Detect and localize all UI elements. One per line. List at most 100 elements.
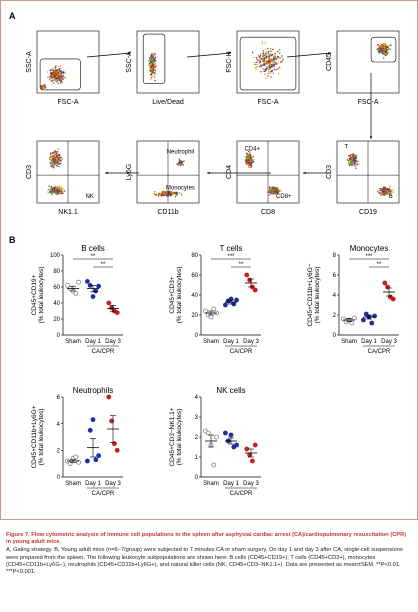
- x-tick-label: Sham: [341, 339, 357, 345]
- x-axis-label: CD8: [261, 209, 275, 216]
- flow-event: [180, 194, 182, 197]
- flow-event: [277, 50, 279, 53]
- flow-event: [54, 78, 56, 80]
- flow-event: [58, 191, 60, 193]
- flow-event: [245, 158, 247, 160]
- flow-event: [149, 58, 151, 60]
- flow-event: [268, 64, 271, 67]
- flow-event: [275, 63, 278, 65]
- x-axis-label: NK1.1: [58, 209, 78, 216]
- y-tick-label: 4: [333, 293, 337, 299]
- flow-event: [278, 49, 281, 51]
- flow-event: [170, 195, 172, 197]
- gating-plot-5: NK1.1 CD3 NK: [26, 140, 100, 216]
- flow-event: [349, 158, 351, 161]
- y-tick-label: 0: [57, 333, 61, 339]
- flow-event: [273, 68, 275, 70]
- gating-plot-3: FSC-A FSC-H: [226, 30, 300, 106]
- flow-event: [265, 67, 267, 70]
- flow-event: [273, 62, 275, 65]
- flow-event: [250, 163, 252, 166]
- y-axis-label: CD3: [326, 165, 333, 179]
- flow-event: [261, 68, 264, 70]
- flow-event: [256, 65, 258, 68]
- gate-label: Monocytes: [166, 185, 195, 191]
- caption-title: Figure 7. Flow cytometric analysis of im…: [6, 532, 407, 546]
- flow-event: [269, 59, 271, 61]
- data-point: [73, 291, 79, 296]
- flow-event: [268, 57, 270, 59]
- flow-event: [264, 59, 266, 61]
- flow-event: [268, 50, 270, 53]
- flow-event: [50, 156, 52, 158]
- flow-event: [273, 188, 276, 190]
- flow-event: [262, 50, 264, 52]
- flow-event: [378, 50, 381, 53]
- y-tick-label: 40: [53, 301, 60, 307]
- flow-event: [280, 61, 282, 63]
- flow-event: [54, 156, 57, 159]
- y-tick-label: 100: [50, 253, 61, 259]
- flow-event: [52, 68, 54, 70]
- x-tick-label: Day 1: [361, 339, 377, 345]
- x-tick-label: Sham: [65, 339, 81, 345]
- flow-event: [248, 164, 250, 166]
- x-axis-label: FSC-A: [58, 99, 79, 106]
- flow-event: [47, 192, 49, 194]
- flow-event: [53, 153, 55, 156]
- flow-event: [263, 56, 265, 59]
- flow-event: [57, 148, 59, 150]
- flow-event: [352, 153, 354, 155]
- y-tick-label: 1: [195, 455, 199, 461]
- flow-event: [355, 154, 357, 157]
- flow-event: [150, 56, 152, 58]
- flow-event: [276, 187, 279, 189]
- flow-event: [267, 61, 269, 64]
- flow-event: [276, 57, 278, 59]
- data-point: [73, 454, 79, 460]
- flow-event: [58, 193, 60, 195]
- flow-event: [279, 52, 281, 54]
- x-tick-label: Day 1: [85, 481, 101, 487]
- y-axis-label: SSC-A: [126, 51, 133, 73]
- flow-event: [55, 65, 57, 67]
- flow-event: [247, 162, 249, 165]
- flow-event: [57, 160, 59, 162]
- y-tick-label: 80: [53, 269, 60, 275]
- flow-event: [181, 162, 183, 165]
- flow-event: [53, 150, 56, 152]
- flow-event: [381, 52, 384, 55]
- flow-event: [258, 59, 260, 62]
- flow-event: [267, 53, 269, 55]
- gating-plot-4: FSC-A CD45: [326, 30, 400, 106]
- chart-title: NK cells: [216, 386, 245, 395]
- flow-event: [351, 157, 354, 160]
- arrow-head: [228, 52, 231, 55]
- y-axis-label: CD3: [26, 165, 33, 179]
- flow-event: [387, 52, 389, 54]
- flow-event: [175, 193, 177, 195]
- flow-event: [268, 186, 271, 189]
- flow-event: [272, 72, 274, 74]
- flow-event: [380, 48, 383, 50]
- flow-event: [270, 188, 272, 190]
- panel-a-gating: AFSC-ASSC-ALive/DeadSSC-AFSC-AFSC-HFSC-A…: [9, 11, 400, 216]
- flow-event: [171, 192, 173, 194]
- data-point: [65, 283, 70, 288]
- flow-event: [151, 53, 153, 55]
- flow-event: [384, 45, 386, 47]
- flow-event: [268, 68, 270, 71]
- flow-event: [255, 61, 258, 63]
- flow-event: [277, 68, 279, 70]
- flow-event: [42, 86, 44, 89]
- flow-event: [357, 163, 359, 165]
- flow-event: [177, 163, 180, 165]
- flow-event: [348, 161, 351, 163]
- flow-event: [281, 55, 283, 57]
- significance-label: ***: [227, 254, 235, 260]
- flow-event: [48, 185, 50, 187]
- flow-event: [260, 64, 262, 66]
- data-point: [96, 283, 101, 289]
- flow-event: [56, 153, 58, 155]
- flow-event: [356, 164, 358, 166]
